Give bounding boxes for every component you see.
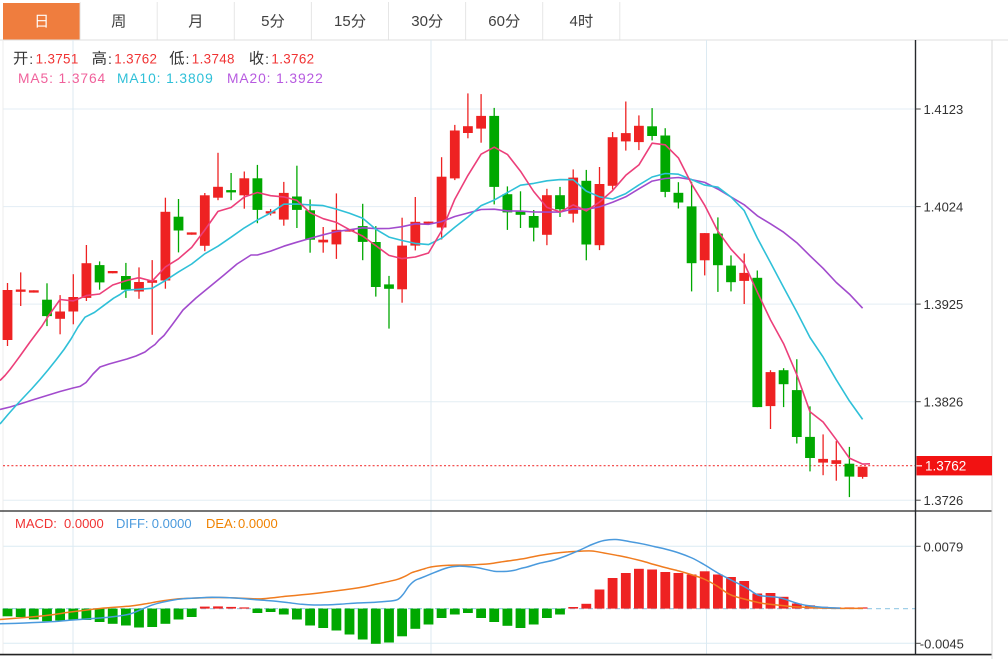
svg-text:5: 5 [261,13,269,30]
svg-text:MACD:: MACD: [15,516,57,531]
svg-text:15: 15 [334,13,351,30]
svg-text:DIFF:: DIFF: [116,516,149,531]
svg-text::: : [29,51,33,67]
svg-text::: : [108,51,112,67]
svg-text::: : [186,51,190,67]
svg-text:1.3762: 1.3762 [925,459,966,474]
svg-text:MA10: 1.3809: MA10: 1.3809 [117,71,214,86]
svg-text:1.3726: 1.3726 [924,493,964,508]
svg-text:1.3762: 1.3762 [114,52,157,67]
svg-text:4: 4 [570,13,578,30]
svg-text:30: 30 [411,13,428,30]
svg-text:-0.0045: -0.0045 [920,636,964,651]
svg-text:1.4123: 1.4123 [924,102,964,117]
svg-text:0.0000: 0.0000 [238,516,278,531]
svg-text:0.0000: 0.0000 [152,516,192,531]
svg-text:DEA:: DEA: [206,516,236,531]
svg-text:1.3826: 1.3826 [924,395,964,410]
svg-text:0.0000: 0.0000 [64,516,104,531]
svg-text:1.3762: 1.3762 [271,52,314,67]
svg-text:0.0079: 0.0079 [924,539,964,554]
svg-text:1.3925: 1.3925 [924,297,964,312]
svg-text:1.3751: 1.3751 [36,52,79,67]
svg-text:1.3748: 1.3748 [192,52,235,67]
svg-text:MA20: 1.3922: MA20: 1.3922 [227,71,324,86]
svg-text:1.4024: 1.4024 [924,200,964,215]
svg-text:MA5: 1.3764: MA5: 1.3764 [18,71,106,86]
svg-text:60: 60 [488,13,505,30]
svg-text::: : [265,51,269,67]
